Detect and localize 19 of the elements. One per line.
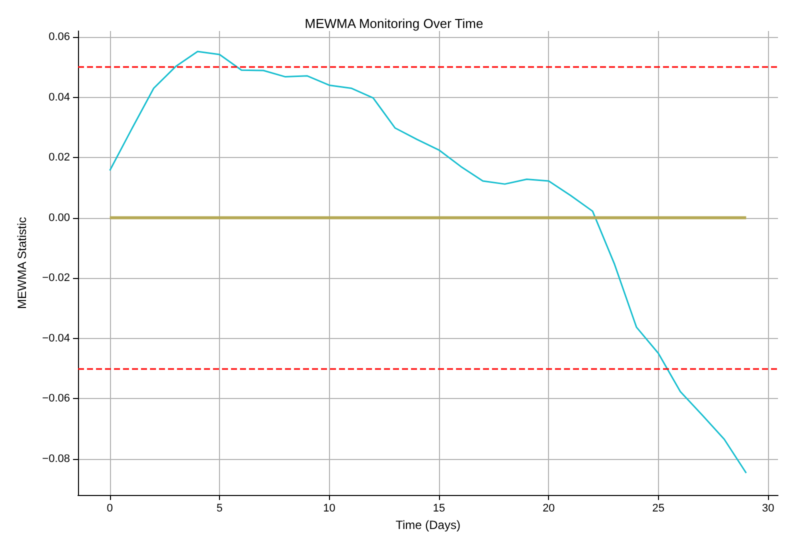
chart-title: MEWMA Monitoring Over Time (304, 16, 484, 31)
y-tick-label: 0.00 (48, 212, 70, 224)
x-tick-label: 0 (106, 502, 113, 514)
x-tick-label: 30 (762, 502, 774, 514)
y-tick-label: 0.06 (48, 31, 70, 44)
y-tick-label: −0.04 (42, 332, 70, 344)
y-tick-label: 0.04 (48, 91, 70, 104)
x-axis-title: Time (Days) (396, 518, 460, 532)
x-tick-label: 20 (542, 502, 555, 514)
y-tick-label: −0.06 (42, 392, 70, 405)
y-axis-title: MEWMA Statistic (15, 216, 29, 310)
line-series (109, 50, 747, 474)
x-tick-label: 10 (323, 502, 336, 514)
x-tick-label: 15 (432, 502, 446, 514)
x-tick-label: 5 (216, 502, 223, 514)
x-tick-label: 25 (652, 502, 665, 514)
y-tick-label: 0.02 (48, 152, 70, 164)
y-tick-label: −0.08 (42, 452, 70, 465)
y-tick-label: −0.02 (42, 272, 70, 284)
